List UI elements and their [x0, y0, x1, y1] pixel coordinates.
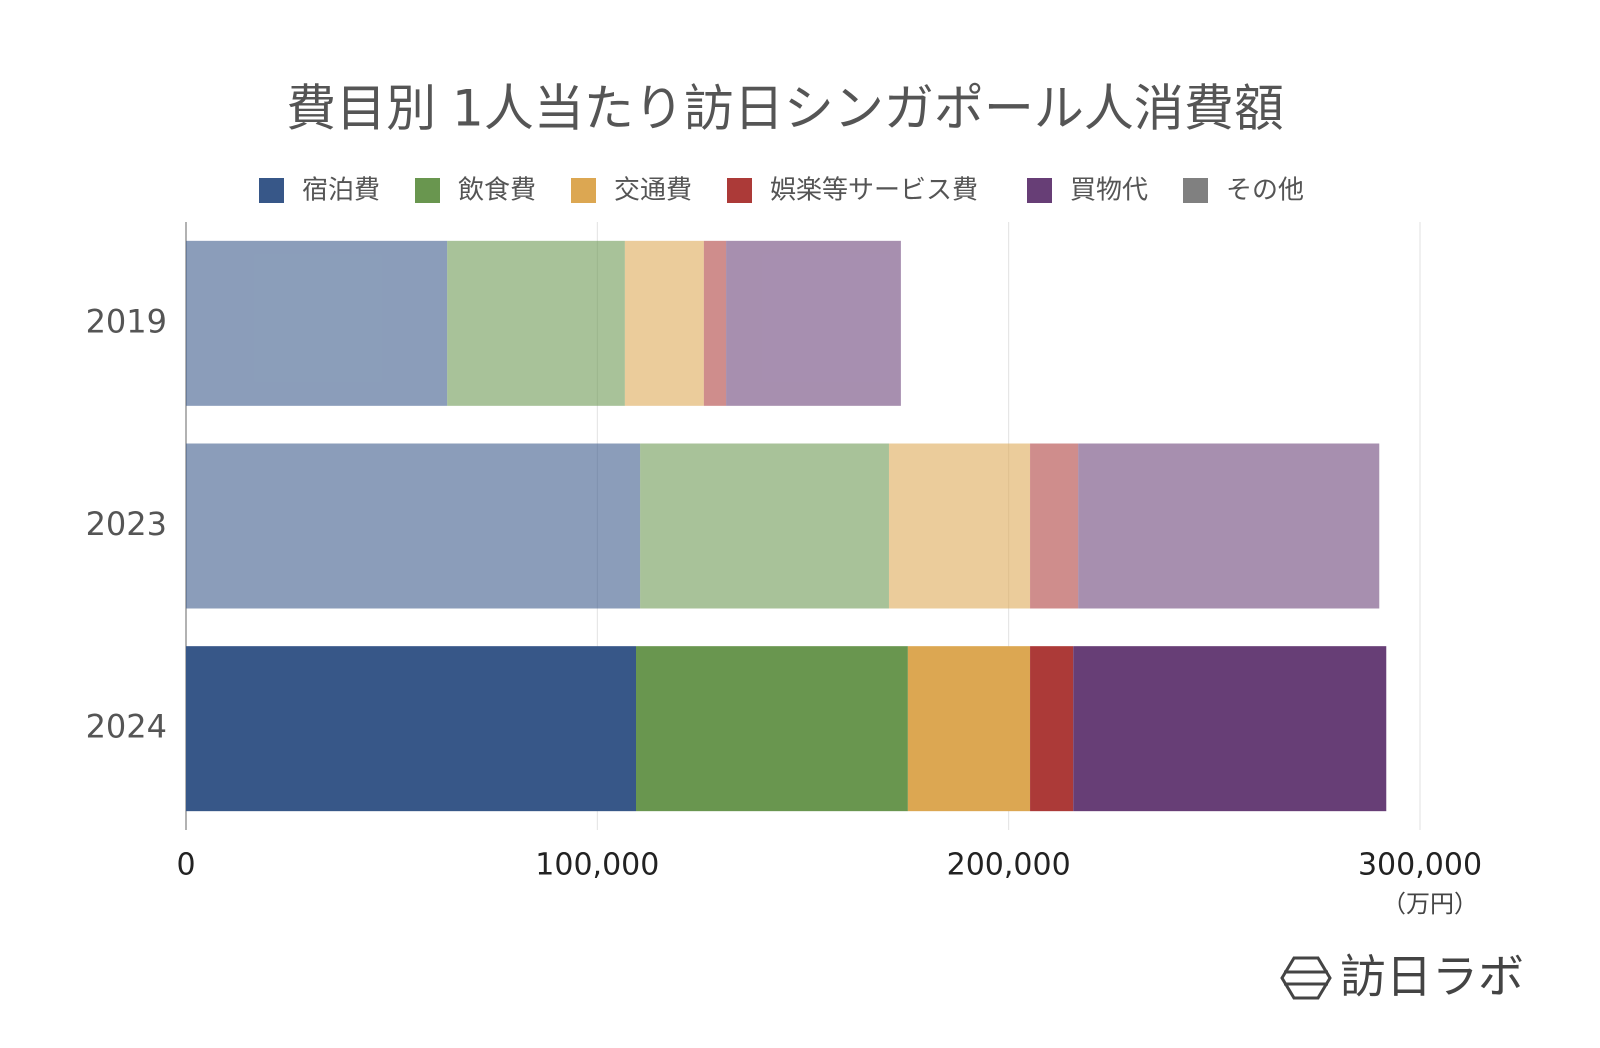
bar-segment	[186, 646, 636, 812]
chart-title: 費目別 1人当たり訪日シンガポール人消費額	[286, 80, 1284, 138]
bar-segment	[186, 240, 448, 406]
legend-label: 飲食費	[458, 176, 536, 206]
legend-label: 交通費	[614, 176, 692, 206]
legend-swatch	[259, 178, 284, 203]
bar-segment	[703, 240, 727, 406]
brand: 訪日ラボ	[1340, 950, 1524, 1004]
y-tick-label: 2023	[86, 505, 167, 543]
brand-logo	[1280, 956, 1332, 1000]
bar-segment	[624, 240, 704, 406]
legend-label: その他	[1226, 176, 1304, 206]
legend-label: 買物代	[1070, 176, 1148, 206]
y-tick-label: 2019	[86, 302, 167, 340]
x-tick-label: 100,000	[535, 848, 659, 883]
bar-segment	[907, 646, 1031, 812]
x-tick-label: 0	[176, 848, 195, 883]
bar-segment	[1073, 646, 1387, 812]
y-tick-label: 2024	[86, 708, 167, 746]
legend-swatch	[1027, 178, 1052, 203]
bar-segment	[1030, 646, 1074, 812]
x-unit-label: （万円）	[1382, 890, 1478, 918]
bar-segment	[1030, 443, 1079, 609]
bar-segment	[640, 443, 889, 609]
bar-segment	[888, 443, 1031, 609]
legend-label: 娯楽等サービス費	[770, 176, 978, 206]
bar-segment	[726, 240, 901, 406]
legend-swatch	[571, 178, 596, 203]
legend-label: 宿泊費	[302, 176, 380, 206]
legend-swatch	[1183, 178, 1208, 203]
bar-segment	[635, 646, 908, 812]
x-tick-label: 300,000	[1358, 848, 1482, 883]
bar-segment	[1078, 443, 1380, 609]
bar-segment	[186, 443, 641, 609]
bar-segment	[447, 240, 625, 406]
legend-swatch	[415, 178, 440, 203]
x-tick-label: 200,000	[947, 848, 1071, 883]
legend-swatch	[727, 178, 752, 203]
